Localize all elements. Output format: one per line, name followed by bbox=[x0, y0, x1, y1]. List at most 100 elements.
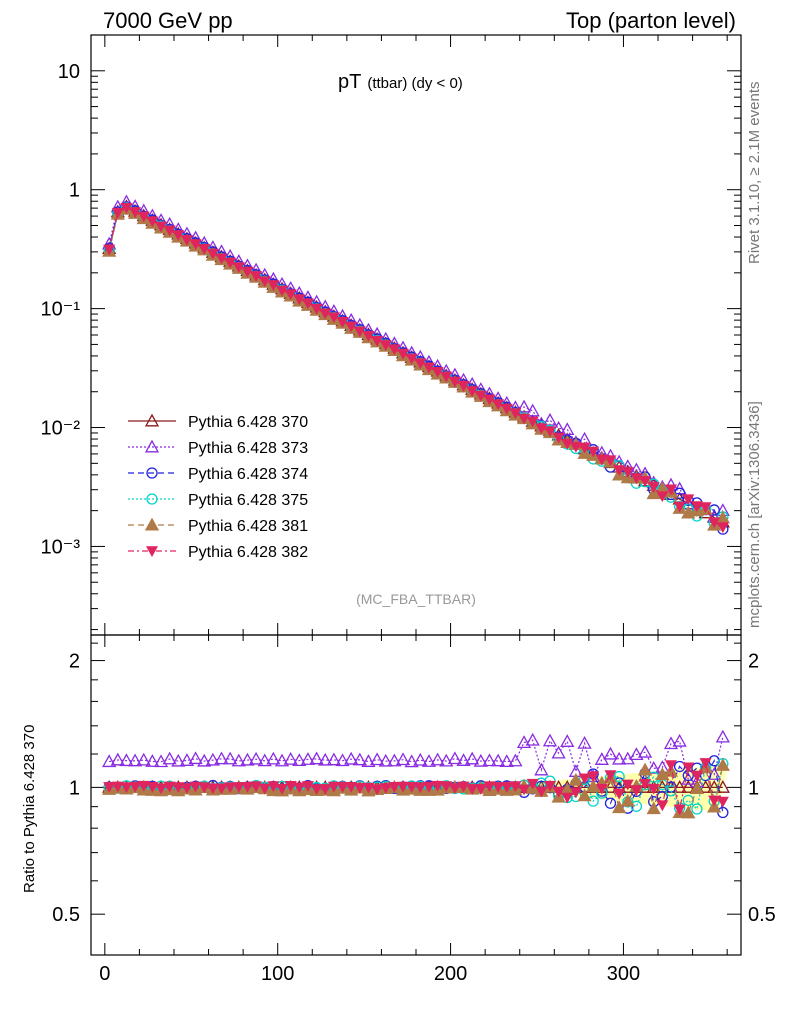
ratio-point bbox=[646, 761, 661, 774]
ratio-point bbox=[309, 751, 324, 765]
ratio-point bbox=[292, 753, 307, 767]
ratio-point bbox=[673, 804, 686, 816]
ratio-point bbox=[214, 751, 229, 765]
ratio-point bbox=[284, 781, 297, 792]
x-tick-label: 200 bbox=[434, 963, 467, 985]
ratio-point bbox=[448, 783, 461, 795]
ratio-tick-label-right: 2 bbox=[748, 651, 759, 673]
data-point bbox=[422, 362, 435, 374]
ratio-point bbox=[120, 782, 133, 794]
ratio-point bbox=[483, 781, 496, 793]
ratio-point bbox=[672, 733, 687, 747]
data-point bbox=[345, 321, 358, 333]
ratio-point bbox=[232, 782, 245, 793]
ratio-point bbox=[345, 782, 358, 793]
ratio-point bbox=[647, 783, 660, 795]
ratio-point bbox=[414, 782, 427, 794]
ratio-point bbox=[707, 767, 722, 780]
ratio-point bbox=[492, 782, 505, 793]
ratio-point bbox=[336, 782, 349, 793]
ratio-point bbox=[707, 799, 722, 813]
data-point bbox=[232, 262, 245, 274]
ratio-point bbox=[482, 753, 497, 767]
ratio-point bbox=[613, 770, 625, 783]
ratio-point bbox=[473, 753, 488, 767]
data-point bbox=[431, 366, 444, 378]
data-point bbox=[613, 465, 626, 477]
data-point bbox=[621, 467, 634, 478]
ratio-point bbox=[300, 752, 316, 765]
data-point bbox=[319, 308, 332, 320]
ratio-point bbox=[499, 754, 514, 767]
ratio-point bbox=[689, 781, 705, 795]
ratio-point bbox=[604, 797, 617, 809]
ratio-point bbox=[197, 753, 212, 767]
ratio-point bbox=[404, 754, 419, 768]
data-point bbox=[224, 257, 237, 269]
ratio-point bbox=[716, 796, 729, 808]
data-point bbox=[155, 221, 168, 233]
ratio-point bbox=[568, 772, 584, 786]
legend-marker bbox=[146, 493, 158, 505]
data-point bbox=[664, 484, 677, 496]
ratio-point bbox=[569, 787, 582, 799]
ratio-point bbox=[534, 762, 549, 776]
ratio-point bbox=[465, 751, 480, 765]
ratio-point bbox=[318, 752, 333, 766]
legend-label: Pythia 6.428 382 bbox=[188, 544, 308, 561]
data-point bbox=[690, 501, 703, 513]
data-point bbox=[639, 476, 652, 487]
ratio-point bbox=[172, 782, 185, 794]
data-point bbox=[535, 423, 548, 435]
ratio-point bbox=[248, 751, 264, 765]
legend-label: Pythia 6.428 373 bbox=[188, 440, 308, 457]
ratio-point bbox=[301, 781, 314, 792]
data-point bbox=[440, 371, 453, 383]
ratio-tick-label: 2 bbox=[69, 651, 80, 673]
ratio-point bbox=[231, 753, 246, 767]
data-point bbox=[448, 376, 461, 388]
data-point bbox=[647, 482, 660, 493]
ratio-point bbox=[136, 752, 151, 766]
legend-label: Pythia 6.428 374 bbox=[188, 466, 308, 483]
legend-marker bbox=[146, 467, 158, 479]
ratio-point bbox=[637, 744, 653, 758]
ratio-point bbox=[198, 782, 211, 794]
ratio-point bbox=[691, 803, 703, 815]
ratio-point bbox=[146, 781, 159, 793]
data-point bbox=[258, 276, 271, 288]
data-point bbox=[129, 207, 142, 219]
data-point bbox=[405, 353, 418, 365]
ratio-point bbox=[335, 753, 350, 767]
data-point bbox=[310, 303, 323, 315]
ratio-point bbox=[577, 735, 592, 749]
data-point bbox=[120, 202, 133, 214]
ratio-point bbox=[240, 752, 255, 766]
data-point bbox=[587, 446, 600, 458]
data-point bbox=[293, 294, 306, 306]
data-point bbox=[552, 432, 565, 444]
ratio-tick-label-right: 0.5 bbox=[748, 904, 776, 926]
data-point bbox=[578, 442, 591, 454]
data-point bbox=[284, 289, 297, 301]
data-point bbox=[595, 454, 608, 466]
data-point bbox=[336, 317, 349, 328]
ratio-point bbox=[612, 751, 627, 765]
ratio-point bbox=[153, 754, 169, 768]
title-main: pT bbox=[338, 71, 361, 93]
ratio-point bbox=[690, 770, 703, 782]
ratio-point bbox=[466, 784, 479, 795]
ratio-point bbox=[630, 785, 643, 796]
ratio-point bbox=[103, 782, 116, 793]
y-tick-label: 10 bbox=[58, 61, 80, 83]
ratio-point bbox=[179, 753, 195, 766]
ratio-point bbox=[241, 781, 254, 793]
x-tick-label: 300 bbox=[607, 963, 640, 985]
data-point bbox=[241, 266, 254, 278]
ratio-point bbox=[551, 745, 566, 759]
data-point bbox=[301, 298, 314, 310]
legend-label: Pythia 6.428 370 bbox=[188, 414, 308, 431]
data-point bbox=[526, 416, 539, 428]
data-point bbox=[327, 312, 340, 324]
ratio-point bbox=[543, 780, 556, 792]
